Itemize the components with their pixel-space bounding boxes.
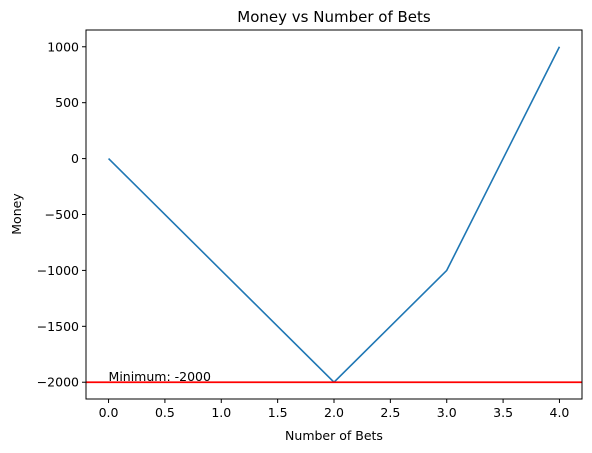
x-axis-label: Number of Bets: [285, 428, 383, 443]
x-tick-label: 1.5: [268, 405, 288, 420]
axes-frame: [85, 29, 583, 400]
x-tick-label: 4.0: [550, 405, 570, 420]
x-tick-label: 0.0: [99, 405, 119, 420]
plot-area: Minimum: -2000: [86, 46, 582, 384]
chart-title: Money vs Number of Bets: [237, 8, 431, 26]
y-axis-ticks: 1000 500 0 −500 −1000 −1500 −2000: [37, 39, 86, 390]
y-tick-label: −1000: [37, 263, 79, 278]
y-tick-label: −2000: [37, 375, 79, 390]
x-tick-label: 0.5: [155, 405, 175, 420]
y-tick-label: 500: [55, 95, 79, 110]
x-tick-label: 3.0: [437, 405, 457, 420]
x-tick-label: 3.5: [493, 405, 513, 420]
y-tick-label: 0: [71, 151, 79, 166]
x-tick-label: 2.5: [380, 405, 400, 420]
minimum-annotation: Minimum: -2000: [109, 369, 211, 384]
series-line-0: [107, 46, 561, 384]
y-tick-label: −500: [45, 207, 79, 222]
x-tick-label: 2.0: [324, 405, 344, 420]
y-axis-label: Money: [9, 193, 24, 235]
y-tick-label: −1500: [37, 319, 79, 334]
y-tick-label: 1000: [47, 39, 79, 54]
x-axis-ticks: 0.0 0.5 1.0 1.5 2.0 2.5 3.0 3.5 4.0: [99, 399, 570, 420]
x-tick-label: 1.0: [211, 405, 231, 420]
